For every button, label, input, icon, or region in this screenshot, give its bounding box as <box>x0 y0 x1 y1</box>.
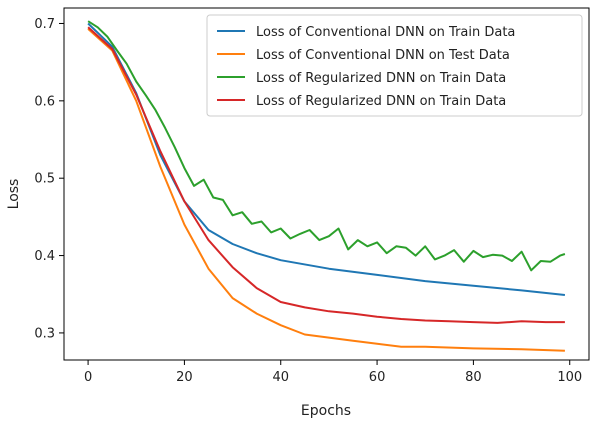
y-tick-label: 0.3 <box>34 326 55 341</box>
x-tick-label: 100 <box>557 370 582 385</box>
y-tick-label: 0.6 <box>34 94 55 109</box>
x-tick-label: 0 <box>84 370 92 385</box>
series-line-4 <box>87 26 565 324</box>
y-tick-label: 0.7 <box>34 17 55 32</box>
legend-label-2: Loss of Conventional DNN on Test Data <box>256 48 510 63</box>
y-axis-label: Loss <box>6 179 22 210</box>
legend-label-1: Loss of Conventional DNN on Train Data <box>256 25 515 40</box>
x-tick-label: 60 <box>369 370 386 385</box>
x-tick-label: 80 <box>465 370 482 385</box>
x-axis-label: Epochs <box>301 403 351 419</box>
x-tick-label: 40 <box>272 370 289 385</box>
legend-box <box>206 14 583 117</box>
series-line-3 <box>87 20 566 272</box>
series-lines <box>87 20 566 352</box>
series-line-2 <box>87 28 565 352</box>
x-tick-label: 20 <box>176 370 193 385</box>
legend: Loss of Conventional DNN on Train Data Lo… <box>206 14 583 117</box>
y-axis-ticks: 0.3 0.4 0.5 0.6 0.7 <box>34 17 64 341</box>
legend-label-3: Loss of Regularized DNN on Train Data <box>256 71 506 86</box>
y-tick-label: 0.4 <box>34 249 55 264</box>
y-tick-label: 0.5 <box>34 172 55 187</box>
x-axis-ticks: 0 20 40 60 80 100 <box>84 360 582 385</box>
legend-label-4: Loss of Regularized DNN on Train Data <box>256 94 506 109</box>
